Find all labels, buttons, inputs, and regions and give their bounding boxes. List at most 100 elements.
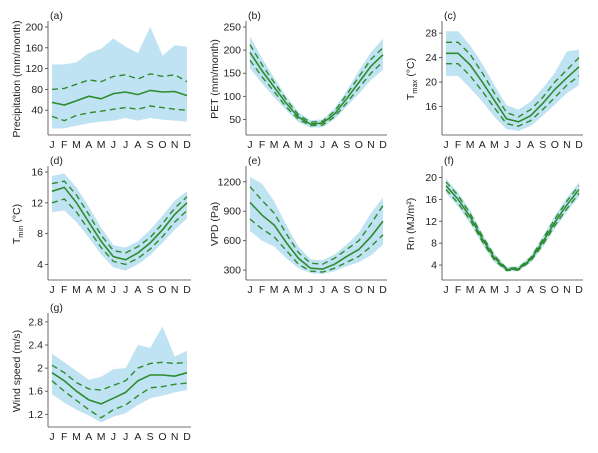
x-tick-label: O <box>158 284 166 296</box>
range-band <box>446 178 579 272</box>
range-band <box>250 36 383 128</box>
y-tick-label: 24 <box>425 52 437 64</box>
median-line <box>446 52 580 123</box>
x-tick-label: A <box>85 139 92 151</box>
x-tick-label: D <box>379 284 387 296</box>
y-tick-label: 4 <box>37 259 43 271</box>
x-tick-label: F <box>259 139 265 151</box>
y-tick-label: 1200 <box>218 176 242 188</box>
upper-quartile-line <box>249 186 384 265</box>
y-tick-label: 250 <box>223 22 241 34</box>
x-tick-label: J <box>516 139 521 151</box>
x-tick-label: S <box>343 139 350 151</box>
y-tick-label: 20 <box>425 77 437 89</box>
y-tick-label: 150 <box>223 68 241 80</box>
x-tick-label: M <box>490 139 499 151</box>
x-tick-label: D <box>575 284 583 296</box>
x-tick-label: O <box>551 139 559 151</box>
x-tick-label: M <box>490 284 499 296</box>
x-tick-label: O <box>355 139 363 151</box>
x-tick-label: J <box>443 284 448 296</box>
panel-label: (e) <box>248 155 261 167</box>
x-tick-label: A <box>479 284 486 296</box>
x-tick-label: N <box>171 284 179 296</box>
x-tick-label: N <box>171 139 179 151</box>
lower-quartile-line <box>51 198 188 266</box>
range-band <box>446 31 579 131</box>
upper-quartile-line <box>445 181 580 270</box>
range-band <box>52 27 187 129</box>
x-tick-label: J <box>443 139 448 151</box>
x-tick-label: S <box>147 284 154 296</box>
median-line <box>249 201 384 270</box>
y-axis-label: Wind speed (m/s) <box>11 330 23 412</box>
x-tick-label: J <box>504 139 509 151</box>
panel-label: (a) <box>50 10 63 22</box>
x-tick-label: S <box>539 284 546 296</box>
y-tick-label: 16 <box>31 167 43 179</box>
y-tick-label: 1.6 <box>28 386 43 398</box>
x-tick-label: N <box>367 139 375 151</box>
panel-label: (c) <box>444 10 456 22</box>
x-tick-label: M <box>72 431 81 443</box>
x-tick-label: M <box>294 139 303 151</box>
lower-quartile-line <box>445 189 580 272</box>
x-tick-label: M <box>72 284 81 296</box>
y-axis-label: Rn (MJ/m²) <box>405 198 417 251</box>
y-tick-label: 4 <box>431 260 437 272</box>
y-tick-label: 120 <box>25 63 43 75</box>
chart-panel: 1.21.622.42.8J F M A M J J A S O N D(g)Wind speed (… <box>11 302 191 443</box>
y-tick-label: 900 <box>223 206 241 218</box>
y-tick-label: 2 <box>37 363 43 375</box>
y-tick-label: 80 <box>31 84 43 96</box>
y-tick-label: 2.8 <box>28 316 43 328</box>
x-tick-label: M <box>97 284 106 296</box>
x-tick-label: O <box>158 139 166 151</box>
x-tick-label: A <box>331 139 338 151</box>
x-tick-label: J <box>123 284 128 296</box>
upper-quartile-line <box>51 361 188 391</box>
x-tick-label: J <box>49 284 54 296</box>
y-tick-label: 20 <box>425 172 437 184</box>
x-tick-label: S <box>147 431 154 443</box>
x-tick-label: J <box>320 284 325 296</box>
median-line <box>51 371 188 405</box>
x-tick-label: A <box>283 139 290 151</box>
x-tick-label: S <box>147 139 154 151</box>
panel-label: (d) <box>50 155 63 167</box>
y-tick-label: 16 <box>425 101 437 113</box>
y-tick-label: 200 <box>223 45 241 57</box>
x-tick-label: A <box>134 139 141 151</box>
lower-quartile-line <box>249 218 384 273</box>
x-tick-label: N <box>563 139 571 151</box>
x-tick-label: M <box>466 284 475 296</box>
x-tick-label: F <box>455 284 461 296</box>
upper-quartile-line <box>51 180 188 254</box>
y-tick-label: 600 <box>223 235 241 247</box>
upper-quartile-line <box>249 44 384 123</box>
x-tick-label: A <box>479 139 486 151</box>
y-tick-label: 1.2 <box>28 409 43 421</box>
x-tick-label: A <box>85 431 92 443</box>
x-tick-label: M <box>294 284 303 296</box>
x-tick-label: A <box>331 284 338 296</box>
x-tick-label: F <box>61 284 67 296</box>
median-line <box>445 185 580 271</box>
range-band <box>250 176 383 274</box>
x-tick-label: M <box>270 284 279 296</box>
upper-quartile-line <box>446 41 580 118</box>
y-tick-label: 8 <box>431 238 437 250</box>
x-tick-label: N <box>367 284 375 296</box>
x-tick-label: D <box>379 139 387 151</box>
x-tick-label: J <box>49 431 54 443</box>
x-tick-label: M <box>97 431 106 443</box>
median-line <box>51 89 188 106</box>
x-tick-label: O <box>551 284 559 296</box>
y-tick-label: 16 <box>425 194 437 206</box>
